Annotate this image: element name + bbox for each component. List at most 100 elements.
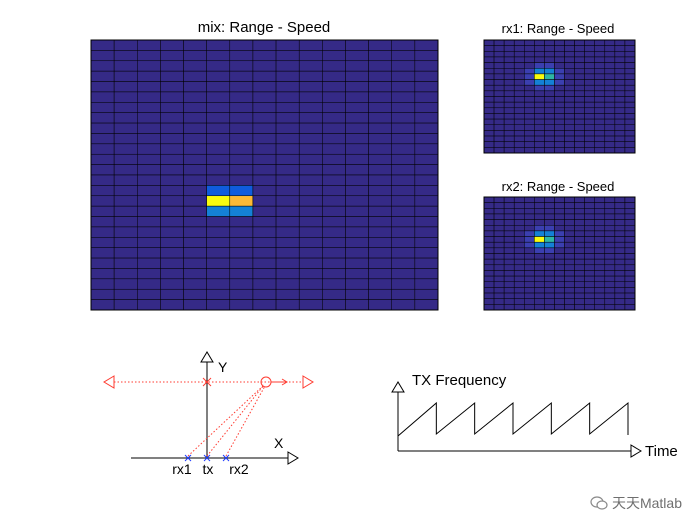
heatmap-cell (391, 133, 416, 145)
heatmap-cell (493, 147, 505, 154)
heatmap-cell (604, 208, 616, 215)
heatmap-cell (624, 62, 636, 69)
heatmap-cell (137, 174, 161, 186)
heatmap-cell (574, 73, 585, 80)
heatmap-cell (493, 304, 505, 311)
heatmap-cell (624, 130, 636, 137)
heatmap-cell (584, 258, 595, 266)
heatmap-cell (483, 247, 495, 254)
heatmap-cell (322, 195, 346, 207)
heatmap-cell (298, 268, 323, 280)
heatmap-cell (414, 174, 439, 186)
heatmap-cell (483, 90, 495, 97)
heatmap-cell (534, 141, 545, 148)
heatmap-cell (604, 84, 616, 92)
heatmap-cell (113, 133, 138, 145)
heatmap-cell (574, 56, 585, 63)
heatmap-cell (554, 73, 565, 80)
heatmap-cell (113, 143, 138, 155)
heatmap-cell (160, 70, 184, 82)
heatmap-cell (564, 202, 575, 209)
heatmap-cell (298, 195, 323, 207)
heatmap-cell (503, 73, 515, 80)
heatmap-cell (574, 264, 585, 271)
heatmap-cell (322, 205, 346, 217)
mix-range-speed-plot: mix: Range - Speed (90, 19, 439, 311)
heatmap-cell (574, 118, 585, 125)
heatmap-cell (229, 70, 254, 82)
heatmap-cell (298, 112, 323, 124)
heatmap-cell (414, 164, 439, 176)
heatmap-cell (614, 124, 626, 131)
heatmap-cell (574, 51, 585, 58)
heatmap-cell (624, 135, 636, 142)
heatmap-cell (604, 101, 616, 109)
heatmap-cell (513, 84, 525, 92)
heatmap-cell (544, 304, 555, 311)
heatmap-cell (584, 196, 595, 203)
heatmap-cell (554, 39, 565, 46)
heatmap-cell (322, 185, 346, 197)
heatmap-cell (544, 62, 555, 69)
heatmap-cell (206, 226, 231, 238)
heatmap-cell (604, 113, 616, 120)
heatmap-cell (113, 174, 138, 186)
heatmap-cell (113, 81, 138, 93)
heatmap-cell (513, 73, 525, 80)
heatmap-cell (584, 287, 595, 294)
heatmap-cell (524, 51, 535, 58)
heatmap-cell (624, 118, 636, 125)
heatmap-cell (524, 236, 535, 243)
heatmap-cell (503, 275, 515, 283)
heatmap-cell (534, 253, 545, 260)
heatmap-cell (574, 141, 585, 148)
heatmap-cell (345, 133, 369, 145)
heatmap-cell (483, 241, 495, 249)
heatmap-cell (368, 299, 392, 311)
heatmap-cell (614, 292, 626, 299)
heatmap-cell (513, 45, 525, 52)
heatmap-cell (322, 268, 346, 280)
heatmap-cell (493, 62, 505, 69)
heatmap-cell (252, 60, 277, 72)
heatmap-cell (594, 275, 606, 283)
heatmap-cell (322, 143, 346, 155)
heatmap-cell (183, 164, 207, 176)
heatmap-cell (298, 133, 323, 145)
heatmap-cell (544, 208, 555, 215)
heatmap-cell (594, 141, 606, 148)
heatmap-cell (322, 153, 346, 165)
heatmap-cell (298, 226, 323, 238)
heatmap-cell (564, 264, 575, 271)
heatmap-cell (275, 39, 300, 51)
heatmap-cell (624, 141, 636, 148)
heatmap-cell (544, 124, 555, 131)
heatmap-cell (534, 113, 545, 120)
heatmap-cell (513, 270, 525, 277)
heatmap-cell (594, 101, 606, 109)
heatmap-cell (614, 202, 626, 209)
heatmap-cell (574, 79, 585, 86)
heatmap-cell (275, 195, 300, 207)
heatmap-cell (534, 304, 545, 311)
heatmap-cell (483, 79, 495, 86)
heatmap-cell (534, 56, 545, 63)
heatmap-cell (298, 81, 323, 93)
heatmap-cell (513, 79, 525, 86)
heatmap-cell (534, 196, 545, 203)
heatmap-cell (594, 113, 606, 120)
heatmap-cell (322, 122, 346, 134)
heatmap-cell (614, 135, 626, 142)
heatmap-cell (594, 118, 606, 125)
heatmap-cell (554, 130, 565, 137)
heatmap-cell (604, 124, 616, 131)
heatmap-cell (534, 202, 545, 209)
heatmap-cell (137, 91, 161, 103)
antenna-markers (184, 454, 230, 462)
heatmap-cell (604, 135, 616, 142)
heatmap-cell (534, 96, 545, 103)
heatmap-cell (503, 124, 515, 131)
heatmap-cell (298, 299, 323, 311)
heatmap-cell (513, 213, 525, 220)
heatmap-cell (524, 253, 535, 260)
